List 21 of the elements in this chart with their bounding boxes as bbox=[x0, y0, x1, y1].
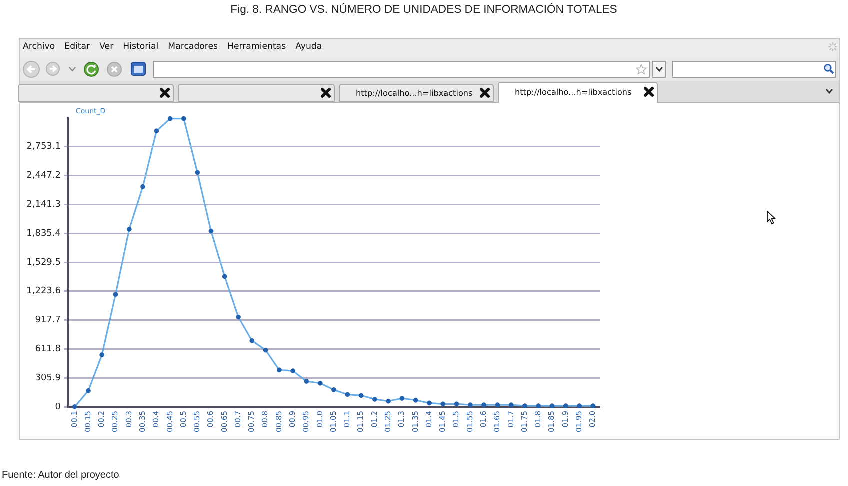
y-tick-label: 305.9 bbox=[35, 373, 62, 384]
chart-title: Fig. 8. RANGO VS. NÚMERO DE UNIDADES DE INFORMACIÓN TOTALES bbox=[230, 4, 618, 16]
text: Marcadores bbox=[168, 42, 218, 52]
y-tick-label: 2,141.3 bbox=[26, 200, 61, 210]
browser-tab: http://localho...h=libxactions bbox=[498, 82, 658, 103]
text: Ver bbox=[100, 42, 114, 52]
text: Editar bbox=[64, 42, 90, 52]
text: Archivo bbox=[23, 42, 56, 52]
y-tick-label: 611.8 bbox=[35, 344, 62, 355]
y-tick-label: 1,529.5 bbox=[26, 258, 61, 268]
source-note: Fuente: Autor del proyecto bbox=[2, 470, 120, 481]
text: Herramientas bbox=[228, 42, 286, 52]
y-tick-label: 2,447.2 bbox=[26, 171, 61, 182]
y-tick-label: 0 bbox=[55, 402, 62, 412]
text: Ayuda bbox=[296, 42, 322, 52]
y-tick-label: 2,753.1 bbox=[26, 142, 61, 152]
y-tick-label: 917.7 bbox=[35, 316, 61, 326]
text: Historial bbox=[123, 42, 159, 52]
browser-tab: http://localho...h=libxactions bbox=[339, 84, 494, 102]
y-tick-label: 1,835.4 bbox=[26, 228, 62, 239]
y-tick-label: 1,223.6 bbox=[26, 286, 62, 297]
